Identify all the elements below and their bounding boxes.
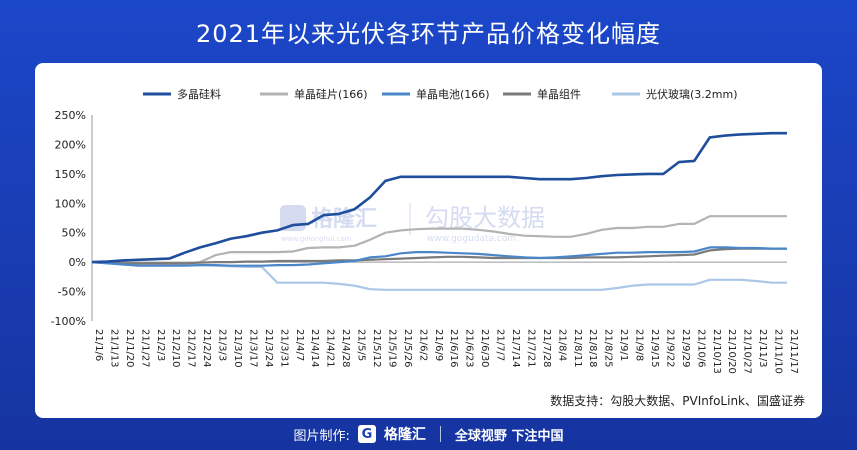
watermark: 格隆汇 www.gelonghui.com 勾股大数据 www.gogudata… — [280, 203, 545, 244]
x-tick-label: 21/6/16 — [448, 329, 459, 368]
legend-label: 单晶组件 — [537, 87, 581, 101]
x-tick-label: 21/10/20 — [726, 329, 737, 374]
x-tick-label: 21/3/3 — [217, 329, 228, 361]
y-tick-label: 100% — [55, 197, 86, 210]
x-tick-label: 21/6/23 — [464, 329, 475, 368]
series-line-单晶电池(166) — [91, 246, 787, 267]
x-tick-label: 21/2/3 — [155, 329, 166, 361]
y-tick-label: 0% — [69, 256, 86, 269]
y-tick-label: 250% — [55, 109, 86, 122]
line-chart: 格隆汇 www.gelonghui.com 勾股大数据 www.gogudata… — [51, 87, 805, 408]
axes: 250% 200% 150% 100% 50% 0% -50% -100% 21/1/6 21/1… — [51, 109, 799, 374]
x-tick-label: 21/9/8 — [634, 329, 645, 361]
y-tick-label: 200% — [55, 138, 86, 151]
x-tick-label: 21/10/13 — [711, 329, 722, 374]
legend-label: 光伏玻璃(3.2mm) — [646, 87, 738, 101]
footer-divider — [439, 426, 441, 442]
footer: 图片制作: G 格隆汇 全球视野 下注中国 — [0, 418, 857, 450]
x-tick-label: 21/6/30 — [479, 329, 490, 368]
x-tick-label: 21/1/20 — [124, 329, 135, 368]
x-tick-label: 21/2/10 — [170, 329, 181, 368]
x-tick-label: 21/7/14 — [510, 329, 521, 368]
x-tick-label: 21/9/29 — [680, 329, 691, 368]
x-tick-label: 21/11/3 — [757, 329, 768, 368]
x-tick-label: 21/7/28 — [541, 329, 552, 368]
legend: 多晶硅料 单晶硅片(166) 单晶电池(166) 单晶组件 光伏玻璃(3.2mm) — [143, 87, 738, 101]
x-tick-label: 21/7/7 — [495, 329, 506, 361]
y-tick-label: -50% — [58, 286, 86, 299]
x-tick-label: 21/3/24 — [263, 329, 274, 368]
x-tick-label: 21/4/14 — [309, 329, 320, 368]
x-tick-label: 21/4/7 — [294, 329, 305, 361]
x-tick-label: 21/11/17 — [788, 329, 799, 374]
x-tick-label: 21/10/27 — [742, 329, 753, 374]
x-tick-label: 21/5/12 — [371, 329, 382, 368]
x-tick-label: 21/10/6 — [695, 329, 706, 368]
x-tick-label: 21/6/9 — [433, 329, 444, 361]
x-tick-label: 21/9/1 — [618, 329, 629, 361]
footer-slogan: 全球视野 下注中国 — [454, 428, 564, 444]
legend-label: 单晶硅片(166) — [294, 88, 368, 101]
made-by-label: 图片制作: — [293, 428, 350, 444]
x-tick-label: 21/8/25 — [603, 329, 614, 368]
x-tick-label: 21/2/17 — [186, 329, 197, 368]
x-tick-label: 21/9/22 — [664, 329, 675, 368]
x-tick-label: 21/3/31 — [278, 329, 289, 368]
series-lines — [91, 131, 787, 291]
series-line-单晶硅片(166) — [91, 215, 787, 266]
y-tick-label: -100% — [51, 315, 86, 328]
watermark-brand-url: www.gelonghui.com — [281, 235, 352, 243]
x-tick-label: 21/8/18 — [587, 329, 598, 368]
chart-panel: 格隆汇 www.gelonghui.com 勾股大数据 www.gogudata… — [35, 63, 822, 418]
x-tick-label: 21/2/24 — [201, 329, 212, 368]
x-tick-label: 21/1/13 — [108, 329, 119, 368]
series-line-多晶硅料 — [91, 131, 787, 264]
x-tick-label: 21/8/4 — [556, 329, 567, 361]
x-tick-label: 21/1/27 — [139, 329, 150, 368]
x-tick-label: 21/1/6 — [93, 329, 104, 361]
x-tick-label: 21/5/5 — [356, 329, 367, 361]
watermark-partner-url: www.gogudata.com — [427, 234, 516, 244]
legend-label: 多晶硅料 — [177, 87, 221, 101]
x-tick-label: 21/11/10 — [773, 329, 784, 374]
legend-label: 单晶电池(166) — [416, 88, 490, 101]
y-tick-label: 50% — [62, 227, 86, 240]
x-tick-label: 21/4/21 — [325, 329, 336, 368]
footer-brand: 格隆汇 — [383, 427, 426, 443]
page-title: 2021年以来光伏各环节产品价格变化幅度 — [195, 19, 662, 48]
x-tick-label: 21/4/28 — [340, 329, 351, 368]
x-tick-label: 21/9/15 — [649, 329, 660, 368]
x-tick-label: 21/6/2 — [417, 329, 428, 361]
x-tick-label: 21/3/10 — [232, 329, 243, 368]
y-tick-label: 150% — [55, 168, 86, 181]
x-tick-label: 21/7/21 — [525, 329, 536, 368]
watermark-partner: 勾股大数据 — [425, 204, 545, 232]
brand-logo-icon: G — [357, 425, 376, 443]
series-line-单晶组件 — [91, 247, 787, 265]
x-tick-label: 21/8/11 — [572, 329, 583, 368]
x-tick-label: 21/5/19 — [386, 329, 397, 368]
x-tick-label: 21/3/17 — [247, 329, 258, 368]
source-note: 数据支持：勾股大数据、PVInfoLink、国盛证券 — [550, 393, 805, 408]
x-tick-label: 21/5/26 — [402, 329, 413, 368]
watermark-brand: 格隆汇 — [311, 206, 377, 232]
